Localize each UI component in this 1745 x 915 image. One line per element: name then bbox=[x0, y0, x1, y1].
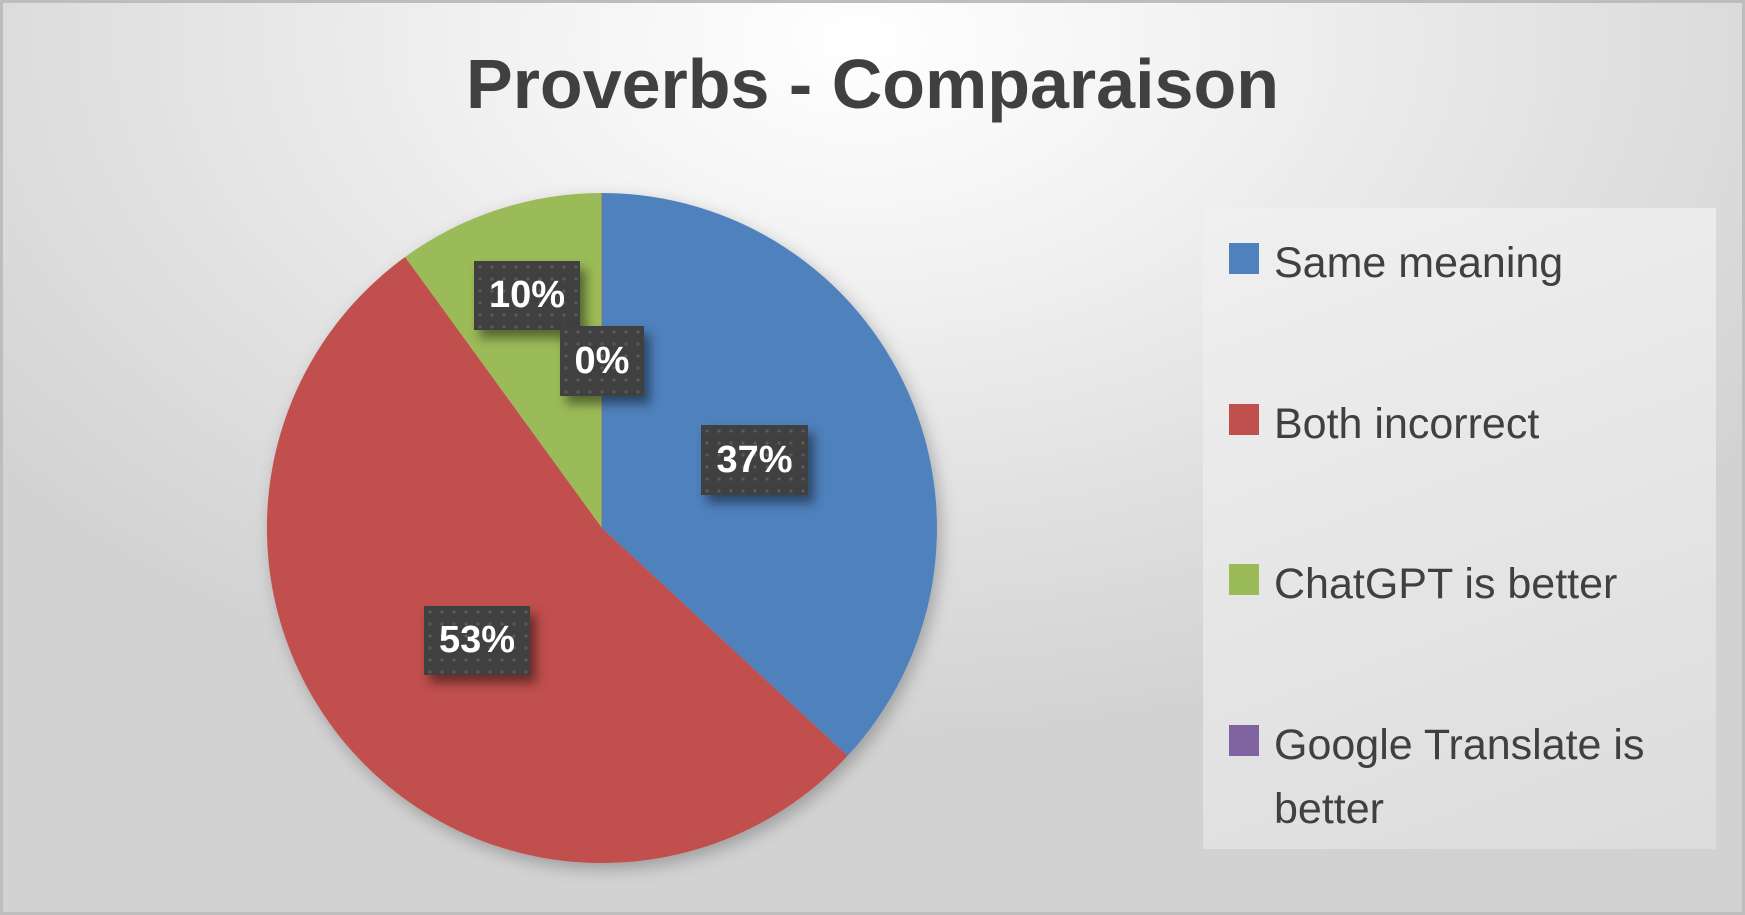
data-label-same-meaning: 37% bbox=[701, 425, 808, 495]
legend: Same meaning Both incorrect ChatGPT is b… bbox=[1203, 208, 1716, 849]
slice-both-incorrect[interactable] bbox=[266, 256, 848, 864]
legend-swatch-blue-icon bbox=[1229, 243, 1259, 274]
legend-swatch-green-icon bbox=[1229, 564, 1259, 595]
legend-label: Same meaning bbox=[1274, 239, 1564, 287]
legend-label: Both incorrect bbox=[1274, 400, 1540, 448]
pie-svg bbox=[266, 193, 937, 864]
data-label-both-incorrect: 53% bbox=[424, 606, 530, 675]
chart-title: Proverbs - Comparaison bbox=[466, 45, 1279, 123]
legend-swatch-red-icon bbox=[1229, 404, 1259, 435]
legend-label: ChatGPT is better bbox=[1274, 560, 1618, 608]
legend-swatch-purple-icon bbox=[1229, 725, 1259, 756]
pie-chart bbox=[266, 193, 937, 864]
legend-label: Google Translate is better bbox=[1274, 721, 1645, 833]
data-label-chatgpt-better: 10% bbox=[474, 261, 580, 330]
data-label-google-better: 0% bbox=[560, 326, 644, 396]
